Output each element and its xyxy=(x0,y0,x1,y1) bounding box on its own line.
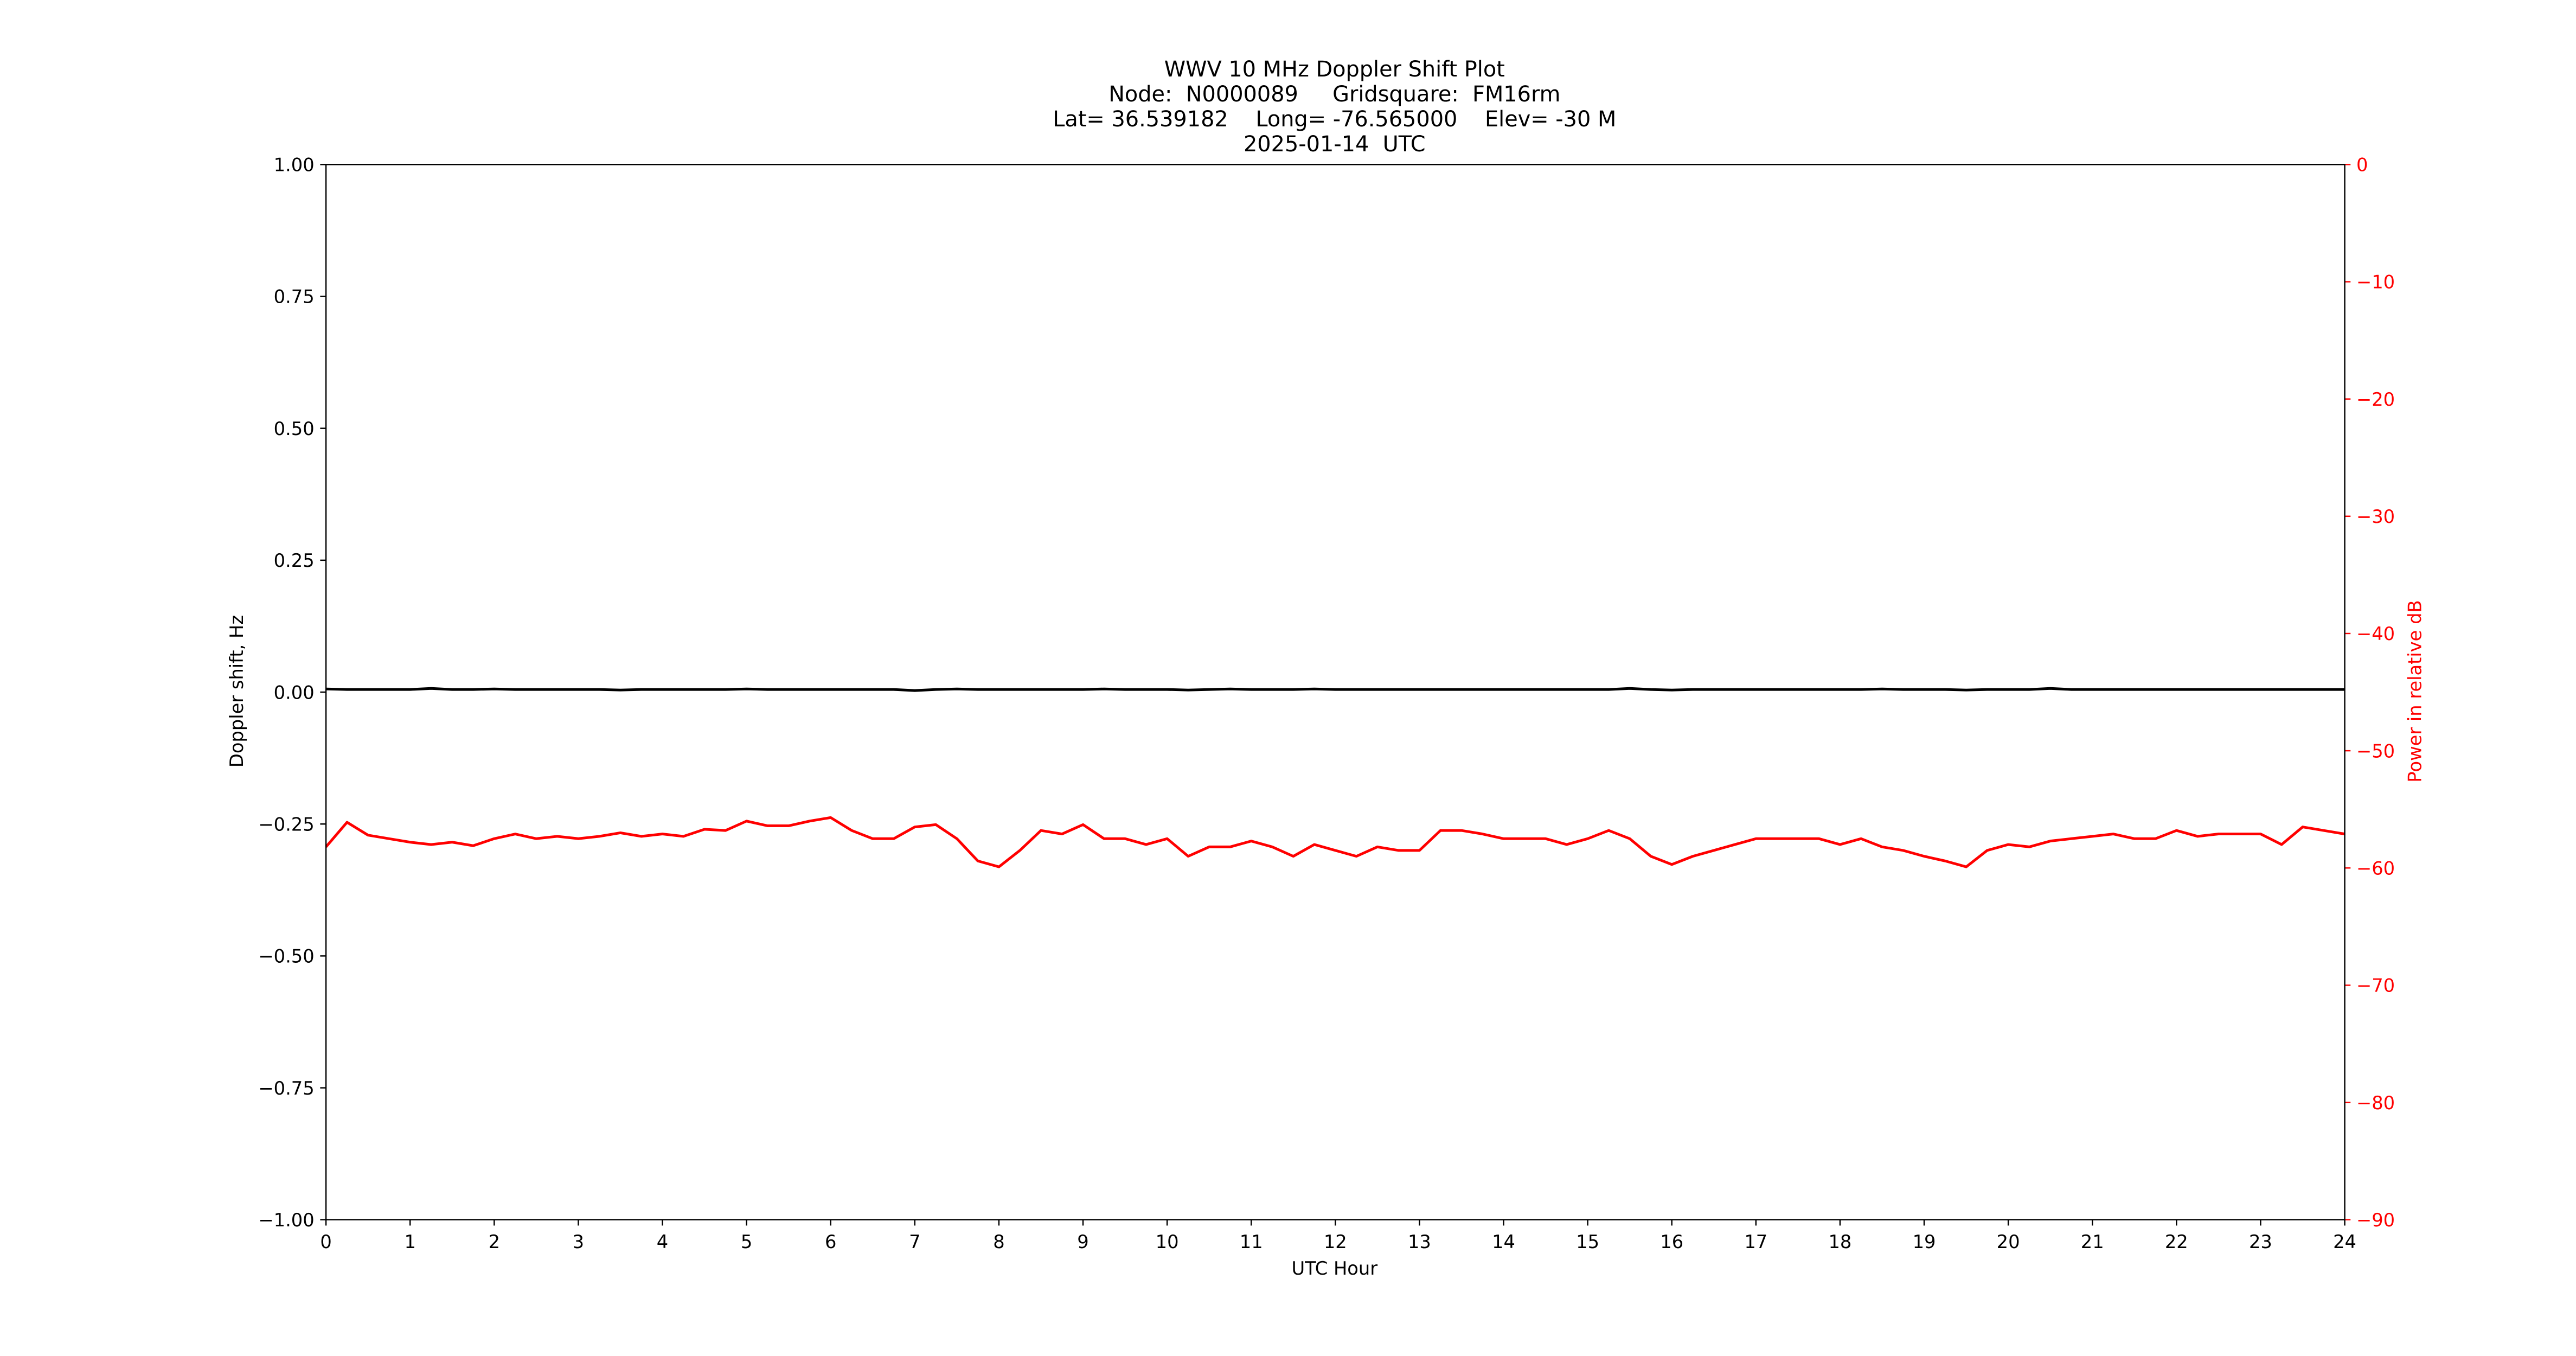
x-tick-label: 12 xyxy=(1324,1231,1347,1252)
x-tick-label: 1 xyxy=(404,1231,415,1252)
y2-tick-label: −20 xyxy=(2356,389,2395,410)
x-tick-label: 24 xyxy=(2333,1231,2356,1252)
x-tick-label: 10 xyxy=(1156,1231,1179,1252)
x-tick-label: 18 xyxy=(1828,1231,1851,1252)
y-tick-label: −1.00 xyxy=(258,1210,314,1231)
x-tick-label: 22 xyxy=(2165,1231,2188,1252)
y2-tick-label: −90 xyxy=(2356,1210,2395,1231)
x-tick-label: 5 xyxy=(741,1231,752,1252)
x-tick-label: 15 xyxy=(1576,1231,1599,1252)
x-tick-label: 7 xyxy=(909,1231,920,1252)
y-tick-label: −0.25 xyxy=(258,814,314,835)
x-tick-label: 20 xyxy=(1997,1231,2020,1252)
title-line: WWV 10 MHz Doppler Shift Plot xyxy=(1164,57,1505,82)
title-line: 2025-01-14 UTC xyxy=(1244,132,1426,157)
data-line xyxy=(325,816,2345,868)
y2-axis-label: Power in relative dB xyxy=(2404,600,2425,782)
y2-tick-label: −30 xyxy=(2356,506,2395,527)
x-tick-label: 19 xyxy=(1913,1231,1936,1252)
y-tick-label: 0.50 xyxy=(274,418,315,439)
y2-tick-label: −50 xyxy=(2356,740,2395,762)
title-line: Lat= 36.539182 Long= -76.565000 Elev= -3… xyxy=(1053,107,1616,132)
y-axis-label: Doppler shift, Hz xyxy=(226,615,247,767)
y2-tick-label: −80 xyxy=(2356,1092,2395,1114)
x-tick-label: 13 xyxy=(1408,1231,1431,1252)
x-tick-label: 17 xyxy=(1744,1231,1767,1252)
y2-tick-label: −40 xyxy=(2356,623,2395,644)
y2-tick-label: −70 xyxy=(2356,975,2395,996)
x-tick-label: 9 xyxy=(1077,1231,1088,1252)
y-tick-label: −0.75 xyxy=(258,1078,314,1099)
y-tick-label: 0.00 xyxy=(274,682,315,703)
y-tick-label: 0.25 xyxy=(274,550,315,571)
x-tick-label: 14 xyxy=(1492,1231,1515,1252)
x-tick-label: 0 xyxy=(320,1231,331,1252)
x-tick-label: 11 xyxy=(1240,1231,1263,1252)
x-tick-label: 21 xyxy=(2081,1231,2104,1252)
data-line xyxy=(326,687,2345,692)
x-tick-label: 23 xyxy=(2249,1231,2272,1252)
x-tick-label: 8 xyxy=(993,1231,1004,1252)
y2-tick-label: 0 xyxy=(2356,155,2368,176)
y2-tick-label: −60 xyxy=(2356,858,2395,879)
x-tick-label: 6 xyxy=(825,1231,836,1252)
y-tick-label: −0.50 xyxy=(258,946,314,967)
plot-frame xyxy=(325,164,2346,1220)
y2-tick-label: −10 xyxy=(2356,272,2395,293)
y-tick-label: 1.00 xyxy=(274,155,315,176)
title-line: Node: N0000089 Gridsquare: FM16rm xyxy=(1108,82,1560,107)
x-axis-label: UTC Hour xyxy=(1291,1258,1377,1279)
x-tick-label: 2 xyxy=(489,1231,500,1252)
x-tick-label: 3 xyxy=(573,1231,584,1252)
x-tick-label: 4 xyxy=(657,1231,668,1252)
x-tick-label: 16 xyxy=(1660,1231,1683,1252)
y-tick-label: 0.75 xyxy=(274,286,315,308)
